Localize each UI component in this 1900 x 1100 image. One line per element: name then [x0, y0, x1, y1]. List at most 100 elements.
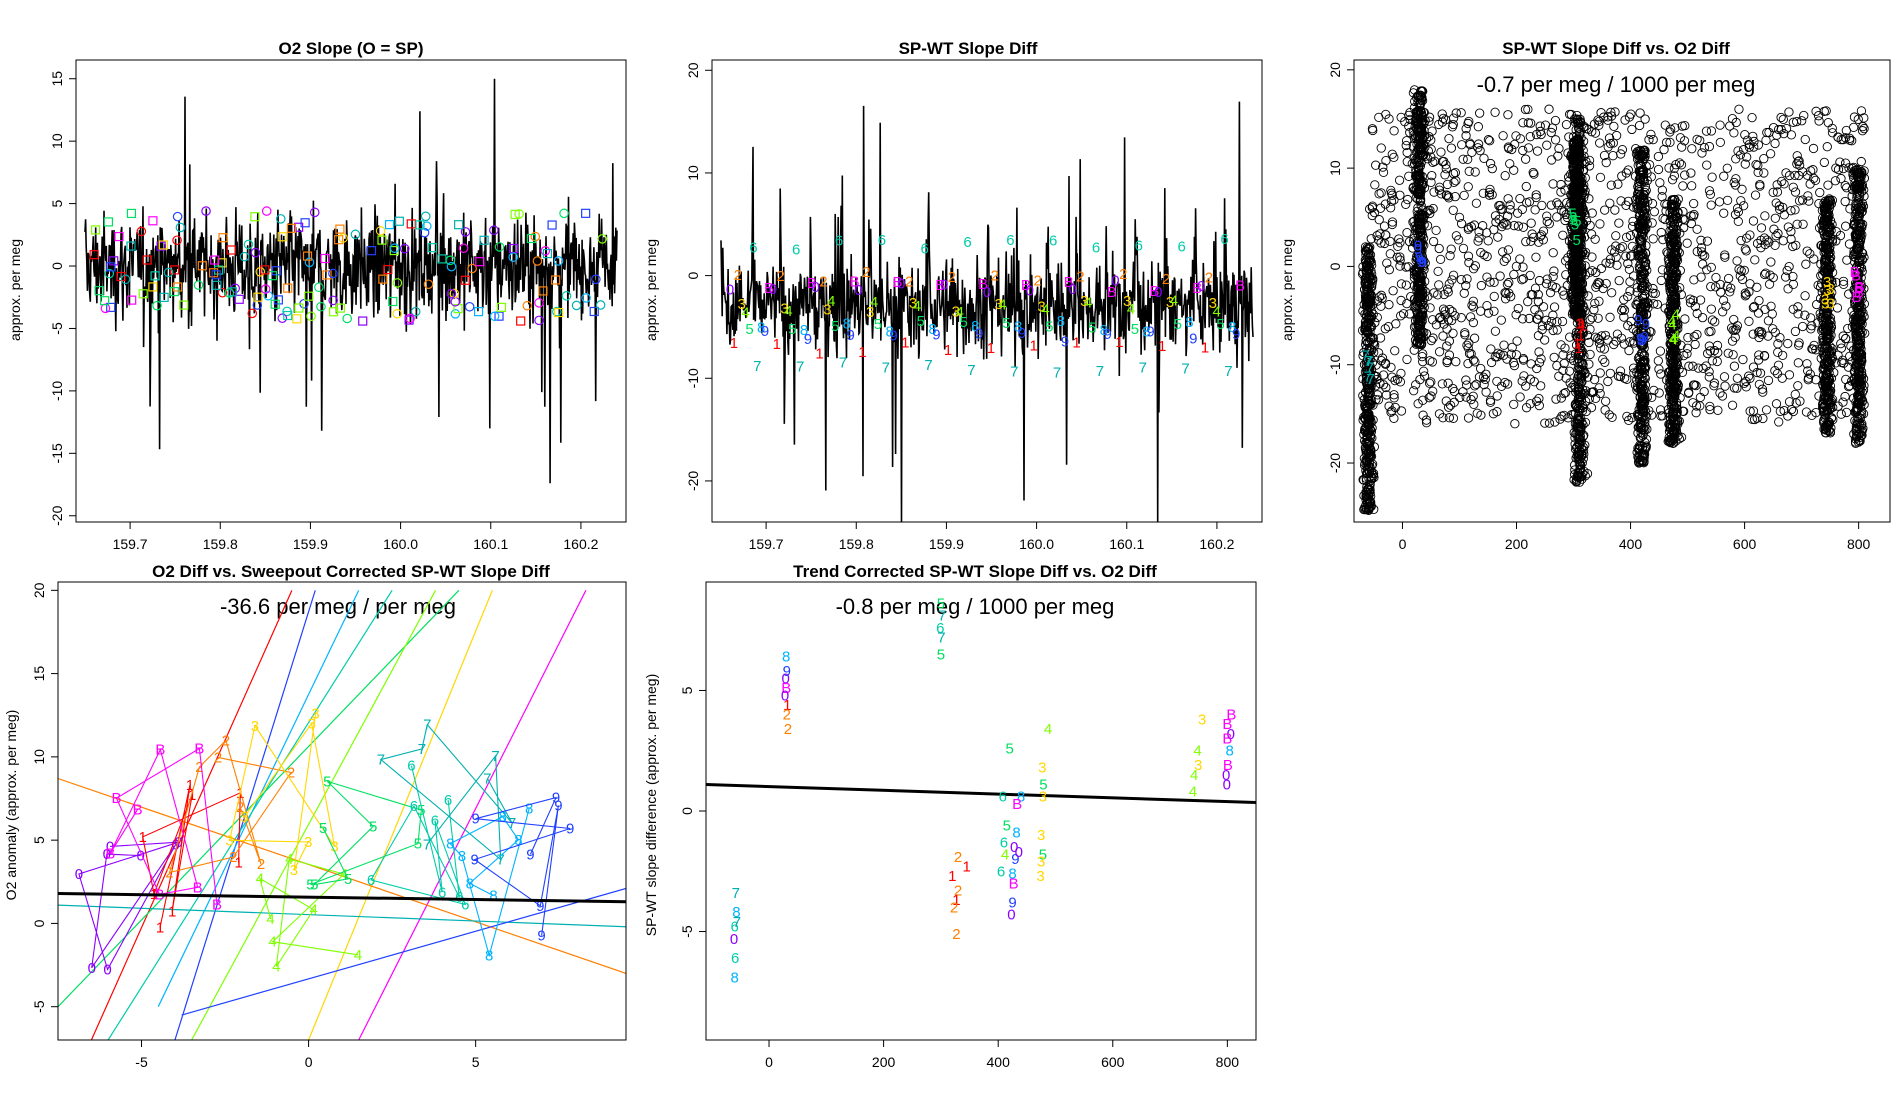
scatter-point	[1736, 196, 1746, 206]
scatter-point	[1501, 253, 1512, 263]
scatter-point	[1417, 316, 1427, 327]
scatter-point	[1678, 181, 1688, 191]
scatter-point	[1687, 181, 1697, 191]
y-axis-label: approx. per meg	[7, 239, 23, 341]
point-label-1: 1	[773, 336, 781, 353]
scatter-point	[1601, 278, 1611, 289]
scatter-point	[1378, 370, 1389, 380]
scatter-point	[1794, 170, 1804, 181]
scatter-point	[1365, 327, 1375, 337]
point-label-5: 5	[874, 316, 882, 333]
scatter-point	[1448, 205, 1458, 215]
scatter-point	[1524, 313, 1534, 324]
point-label-8: 8	[928, 321, 936, 338]
circle-marker	[553, 256, 564, 266]
scatter-point	[1416, 158, 1426, 168]
square-marker	[551, 275, 561, 285]
scatter-point	[1415, 142, 1425, 153]
point-label-9: 9	[1416, 251, 1424, 268]
scatter-point	[1696, 243, 1707, 253]
scatter-point	[1573, 358, 1583, 368]
scatter-point	[1518, 145, 1528, 156]
scatter-point	[1698, 250, 1708, 260]
scatter-point	[1805, 249, 1815, 259]
scatter-point	[1381, 109, 1391, 120]
point-label-8: 8	[1100, 322, 1108, 339]
scatter-point	[1783, 284, 1793, 294]
scatter-point	[1575, 431, 1586, 442]
scatter-point	[1493, 348, 1503, 358]
scatter-point	[1500, 218, 1510, 228]
scatter-point	[1720, 381, 1730, 391]
scatter-point	[1590, 128, 1601, 138]
scatter-point	[1534, 275, 1545, 286]
scatter-point	[1734, 104, 1744, 114]
point-label-0: 0	[1111, 273, 1119, 290]
scatter-point	[1573, 387, 1583, 397]
scatter-point	[1554, 371, 1564, 381]
scatter-point	[1442, 355, 1452, 366]
scatter-point	[1753, 140, 1764, 150]
scatter-point	[1781, 272, 1791, 282]
scatter-point	[1416, 317, 1426, 328]
scatter-point	[1463, 358, 1473, 369]
scatter-point	[1361, 262, 1372, 272]
scatter-point	[1692, 224, 1702, 234]
scatter-point	[1505, 204, 1515, 215]
circle-marker	[489, 225, 499, 236]
scatter-point	[1459, 190, 1469, 201]
scatter-point	[1387, 372, 1397, 382]
point-label-7: 7	[1053, 364, 1061, 381]
scatter-point	[1710, 317, 1720, 327]
scatter-point	[1484, 187, 1495, 198]
point-label-3: 3	[1166, 294, 1174, 311]
scatter-point	[1533, 289, 1543, 300]
scatter-point	[1763, 316, 1774, 326]
scatter-point	[1549, 302, 1560, 312]
scatter-point	[1487, 164, 1497, 174]
scatter-point	[1395, 255, 1405, 265]
scatter-point	[1394, 175, 1405, 185]
point-label-7: 7	[1361, 348, 1369, 365]
scatter-point	[1767, 309, 1777, 319]
scatter-point	[1443, 402, 1454, 412]
scatter-point	[1437, 379, 1447, 389]
scatter-point	[1729, 128, 1739, 138]
point-label-3: 3	[1209, 295, 1217, 312]
scatter-point	[1412, 118, 1422, 129]
circle-marker	[250, 247, 261, 258]
scatter-point	[1468, 317, 1479, 328]
scatter-point	[1475, 306, 1486, 316]
scatter-point	[1758, 387, 1768, 397]
scatter-point	[1762, 127, 1772, 138]
scatter-point	[1360, 413, 1370, 424]
scatter-point	[1469, 333, 1480, 343]
scatter-point	[1364, 244, 1374, 255]
scatter-point	[1827, 128, 1838, 138]
scatter-point	[1636, 249, 1646, 259]
point-label-4: 4	[956, 304, 964, 321]
point-label-2: 2	[1119, 266, 1127, 283]
point-label-3: 3	[866, 304, 874, 321]
scatter-point	[1518, 222, 1529, 232]
scatter-point	[1653, 151, 1664, 162]
point-label-2: 2	[734, 267, 742, 284]
scatter-point	[1518, 274, 1529, 284]
scatter-point	[1589, 374, 1600, 385]
scatter-point	[1414, 272, 1424, 283]
scatter-point	[1372, 230, 1382, 241]
scatter-point	[1598, 283, 1608, 294]
scatter-point	[1621, 251, 1631, 261]
scatter-point	[1456, 219, 1467, 229]
scatter-point	[1750, 255, 1760, 265]
scatter-point	[1552, 361, 1562, 371]
scatter-point	[1436, 147, 1446, 157]
scatter-point	[1783, 338, 1793, 349]
scatter-point	[1745, 406, 1755, 416]
scatter-point	[1462, 380, 1472, 390]
scatter-point	[1800, 134, 1810, 145]
scatter-point	[1744, 139, 1754, 150]
scatter-point	[1550, 115, 1561, 126]
scatter-point	[1702, 265, 1712, 275]
scatter-point	[1748, 329, 1758, 339]
